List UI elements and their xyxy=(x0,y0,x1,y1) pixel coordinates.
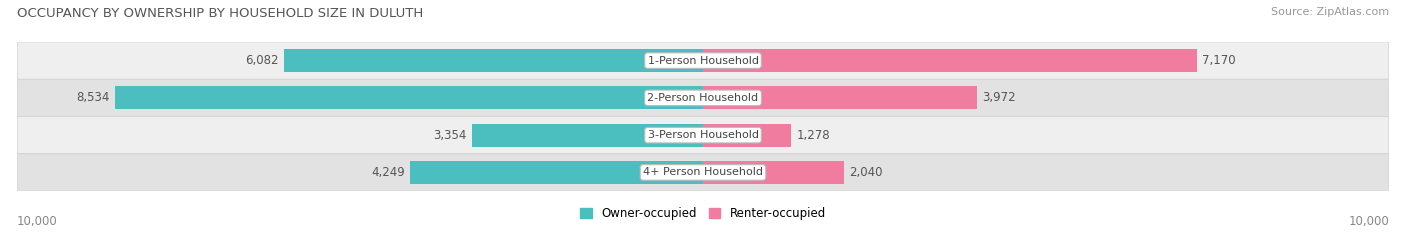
Bar xyxy=(703,161,844,184)
FancyBboxPatch shape xyxy=(17,116,1389,154)
Text: 3,354: 3,354 xyxy=(433,129,467,142)
FancyBboxPatch shape xyxy=(17,79,1389,116)
FancyBboxPatch shape xyxy=(17,154,1389,191)
Legend: Owner-occupied, Renter-occupied: Owner-occupied, Renter-occupied xyxy=(575,202,831,225)
Text: OCCUPANCY BY OWNERSHIP BY HOUSEHOLD SIZE IN DULUTH: OCCUPANCY BY OWNERSHIP BY HOUSEHOLD SIZE… xyxy=(17,7,423,20)
Bar xyxy=(703,86,977,110)
Text: 4,249: 4,249 xyxy=(371,166,405,179)
Text: 7,170: 7,170 xyxy=(1202,54,1236,67)
Bar xyxy=(284,49,703,72)
Text: 8,534: 8,534 xyxy=(76,91,110,104)
Text: 1-Person Household: 1-Person Household xyxy=(648,56,758,65)
Text: 2,040: 2,040 xyxy=(849,166,883,179)
Text: 3-Person Household: 3-Person Household xyxy=(648,130,758,140)
Text: 6,082: 6,082 xyxy=(245,54,278,67)
Text: 4+ Person Household: 4+ Person Household xyxy=(643,168,763,177)
Bar xyxy=(115,86,703,110)
Text: 10,000: 10,000 xyxy=(1348,215,1389,228)
Text: Source: ZipAtlas.com: Source: ZipAtlas.com xyxy=(1271,7,1389,17)
Bar xyxy=(703,49,1197,72)
Bar xyxy=(472,123,703,147)
Text: 1,278: 1,278 xyxy=(797,129,830,142)
FancyBboxPatch shape xyxy=(17,42,1389,79)
Bar xyxy=(411,161,703,184)
Text: 3,972: 3,972 xyxy=(983,91,1015,104)
Bar xyxy=(703,123,792,147)
Text: 10,000: 10,000 xyxy=(17,215,58,228)
Text: 2-Person Household: 2-Person Household xyxy=(647,93,759,103)
